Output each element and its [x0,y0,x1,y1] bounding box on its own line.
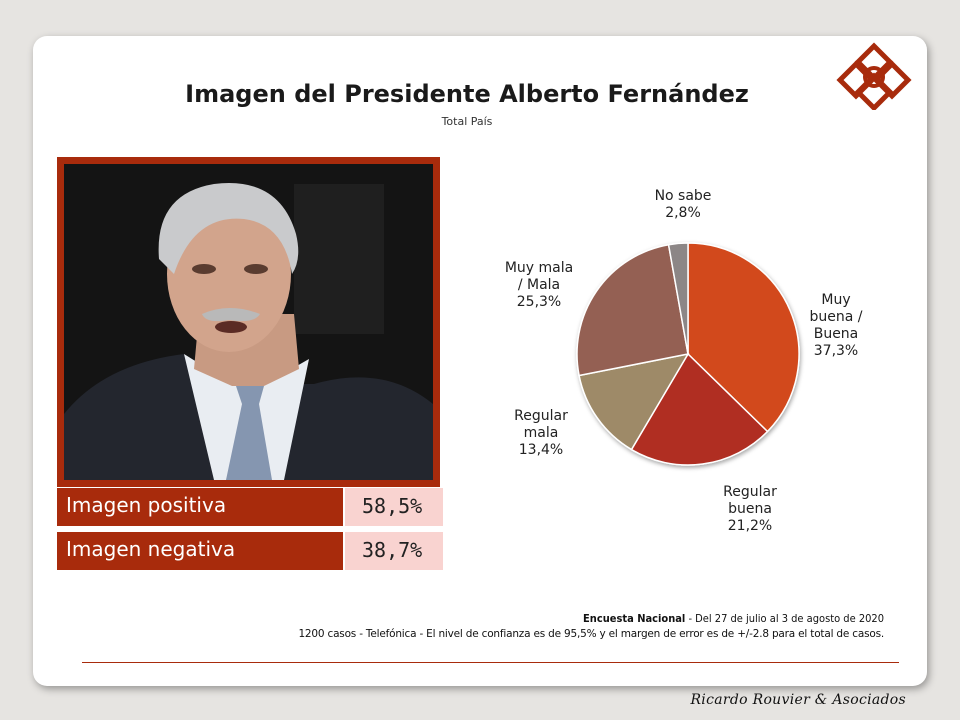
pie-label-2: Regular mala 13,4% [514,408,568,458]
company-logo-icon [836,42,912,110]
footer-divider [82,662,899,663]
survey-dates: - Del 27 de julio al 3 de agosto de 2020 [685,612,884,625]
pie-label-0: Muy buena / Buena 37,3% [810,292,863,359]
pie-slice-0 [687,242,800,433]
pie-slice-1 [630,352,769,466]
page-title: Imagen del Presidente Alberto Fernández [185,80,749,108]
negative-image-label: Imagen negativa [57,532,343,570]
survey-name: Encuesta Nacional [583,612,686,625]
positive-image-label: Imagen positiva [57,488,343,526]
image-pie-chart: Muy buena / Buena 37,3% Regular buena 21,2% Reg… [505,188,863,534]
stat-row-negative: Imagen negativa 38,7% [57,532,443,570]
pie-label-3: Muy mala / Mala 25,3% [505,260,573,310]
survey-methodology: 1200 casos - Telefónica - El nivel de co… [298,628,884,640]
president-photo-frame [57,157,440,487]
pie-label-1: Regular buena 21,2% [723,484,777,534]
survey-info: Encuesta Nacional - Del 27 de julio al 3… [583,612,884,625]
negative-image-value: 38,7% [345,532,443,570]
pie-slice-3 [576,243,689,377]
brand-name: Ricardo Rouvier & Asociados [690,692,906,708]
stat-row-positive: Imagen positiva 58,5% [57,488,443,526]
positive-image-value: 58,5% [345,488,443,526]
pie-slice-4 [667,242,689,355]
president-photo [64,164,433,480]
pie-label-4: No sabe 2,8% [655,188,712,221]
pie-slice-2 [578,352,690,451]
page-subtitle: Total País [441,115,493,128]
